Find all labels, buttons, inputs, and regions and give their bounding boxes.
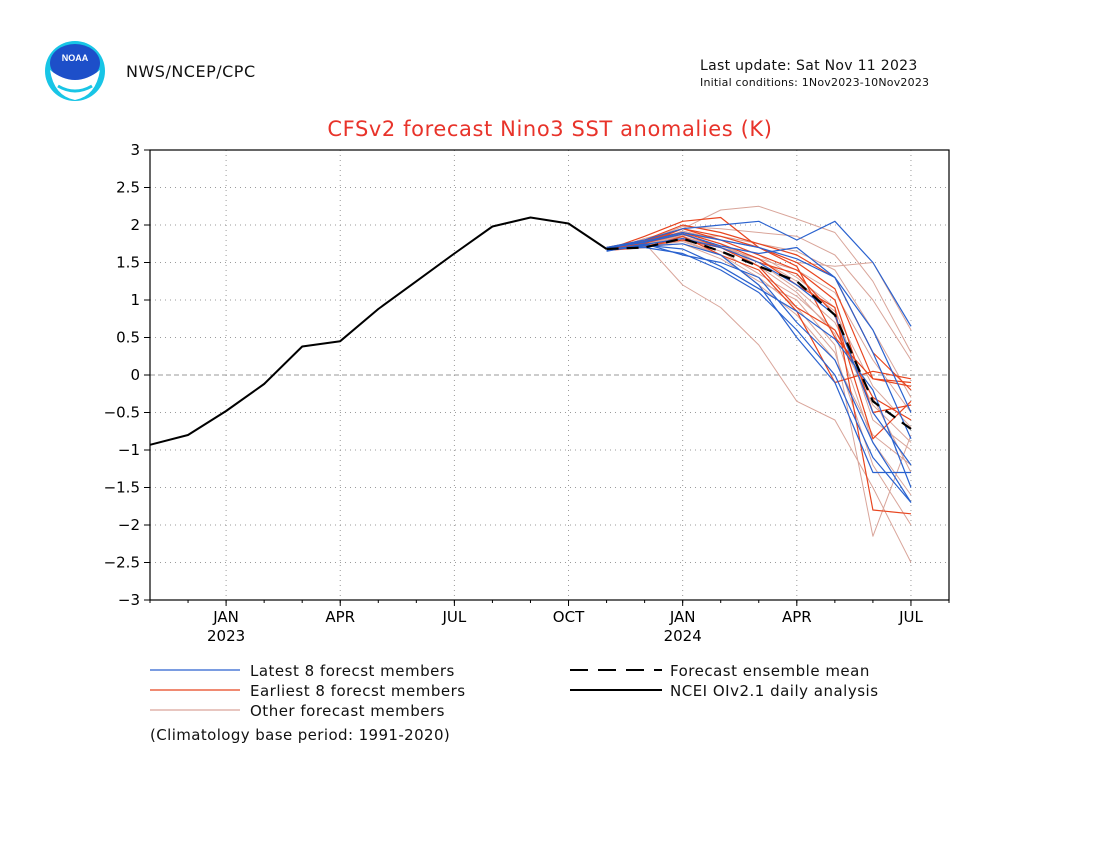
y-tick-label: 0.5 [116, 329, 140, 347]
legend-label-mean: Forecast ensemble mean [670, 662, 870, 680]
y-tick-label: 1.5 [116, 254, 140, 272]
latest-member-line [606, 231, 912, 440]
x-tick-label: OCT [553, 608, 585, 626]
y-tick-label: 1 [130, 291, 140, 309]
y-tick-label: −1.5 [104, 479, 140, 497]
latest-member-line [606, 233, 912, 413]
y-tick-label: −1 [118, 441, 140, 459]
initial-conditions-text: Initial conditions: 1Nov2023-10Nov2023 [700, 76, 930, 89]
ensemble-mean-line [606, 237, 912, 430]
y-tick-label: 0 [130, 366, 140, 384]
legend: Latest 8 forecst members Earliest 8 forec… [150, 662, 879, 720]
x-tick-year-label: 2023 [207, 627, 245, 645]
x-tick-year-label: 2024 [664, 627, 702, 645]
x-tick-label: JAN [212, 608, 239, 626]
observed-series [149, 216, 608, 446]
other-member-line [606, 230, 912, 451]
latest-member-line [606, 243, 912, 503]
chart-title: CFSv2 forecast Nino3 SST anomalies (K) [327, 117, 772, 141]
x-tick-label: JUL [898, 608, 923, 626]
observed-line [149, 216, 608, 446]
y-tick-label: −3 [118, 591, 140, 609]
other-member-line [606, 238, 912, 443]
legend-label-observed: NCEI OIv2.1 daily analysis [670, 682, 879, 700]
other-member-line [606, 205, 912, 353]
y-tick-label: 2.5 [116, 179, 140, 197]
ensemble-mean-series [606, 237, 912, 430]
x-tick-label: APR [325, 608, 355, 626]
legend-label-latest: Latest 8 forecst members [250, 662, 455, 680]
x-tick-label: JAN [669, 608, 696, 626]
y-tick-label: 2 [130, 216, 140, 234]
other-member-line [606, 242, 912, 563]
y-tick-label: −2 [118, 516, 140, 534]
latest-member-line [606, 246, 912, 503]
latest-member-line [606, 237, 912, 466]
latest-members-series [606, 220, 912, 503]
legend-label-other: Other forecast members [250, 702, 445, 720]
logo-text: NOAA [62, 53, 89, 63]
axes: −3−2.5−2−1.5−1−0.500.511.522.53JAN2023AP… [104, 141, 950, 645]
legend-label-earliest: Earliest 8 forecst members [250, 682, 466, 700]
y-tick-label: −2.5 [104, 554, 140, 572]
earliest-member-line [606, 224, 912, 391]
y-tick-label: −0.5 [104, 404, 140, 422]
x-tick-label: JUL [441, 608, 466, 626]
x-tick-label: APR [782, 608, 812, 626]
organization-label: NWS/NCEP/CPC [126, 62, 256, 81]
y-tick-label: 3 [130, 141, 140, 159]
plot-frame [149, 149, 950, 601]
earliest-member-line [606, 228, 912, 387]
other-member-line [606, 232, 912, 473]
last-update-text: Last update: Sat Nov 11 2023 [700, 58, 918, 74]
latest-member-line [606, 220, 912, 327]
noaa-logo-icon: NOAA [45, 41, 105, 101]
climatology-footnote: (Climatology base period: 1991-2020) [150, 726, 451, 744]
latest-member-line [606, 244, 912, 488]
